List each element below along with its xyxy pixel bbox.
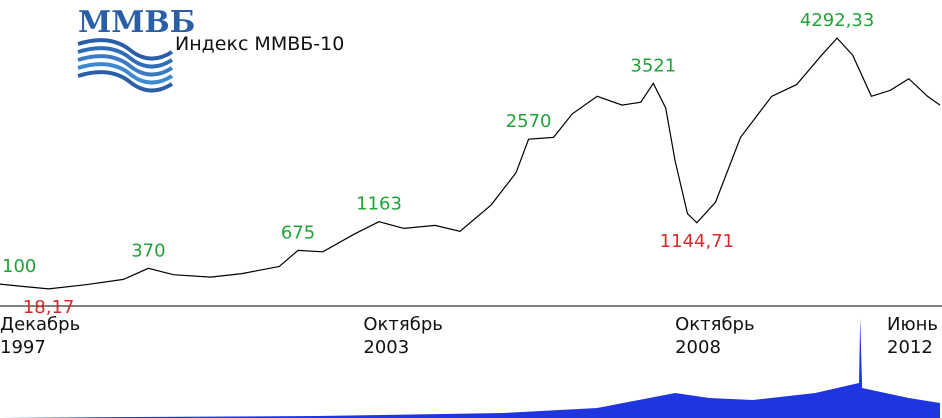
data-label: 100 <box>2 256 36 277</box>
data-label: 370 <box>131 240 165 261</box>
x-tick-label: 2008 <box>675 337 721 358</box>
x-tick-label: Октябрь <box>675 314 755 335</box>
series-layer <box>0 37 941 290</box>
annotation-layer: 100 18,17 370 675 1163 2570 3521 1144,71 4292,33 <box>2 10 874 318</box>
data-label: 675 <box>281 222 315 243</box>
x-tick-label: 2003 <box>363 337 409 358</box>
volume-area <box>0 318 940 418</box>
data-label: 1144,71 <box>660 231 734 252</box>
volume-layer <box>0 318 940 418</box>
data-label: 4292,33 <box>800 10 874 31</box>
x-tick-label: Июнь <box>887 314 938 335</box>
data-label: 2570 <box>506 111 552 132</box>
data-label: 18,17 <box>23 297 75 318</box>
chart-title: Индекс ММВБ-10 <box>175 33 344 55</box>
x-tick-label: 1997 <box>0 337 46 358</box>
x-tick-label: Декабрь <box>0 314 80 335</box>
logo-waves-icon <box>77 38 174 93</box>
x-tick-label: Октябрь <box>363 314 443 335</box>
logo: ММВБ <box>77 5 195 93</box>
tick-layer: Декабрь1997Октябрь2003Октябрь2008Июнь201… <box>0 314 938 358</box>
data-label: 1163 <box>356 194 402 215</box>
series-line-0 <box>0 37 941 290</box>
x-tick-label: 2012 <box>887 337 933 358</box>
data-label: 3521 <box>630 55 676 76</box>
logo-text: ММВБ <box>78 5 195 40</box>
